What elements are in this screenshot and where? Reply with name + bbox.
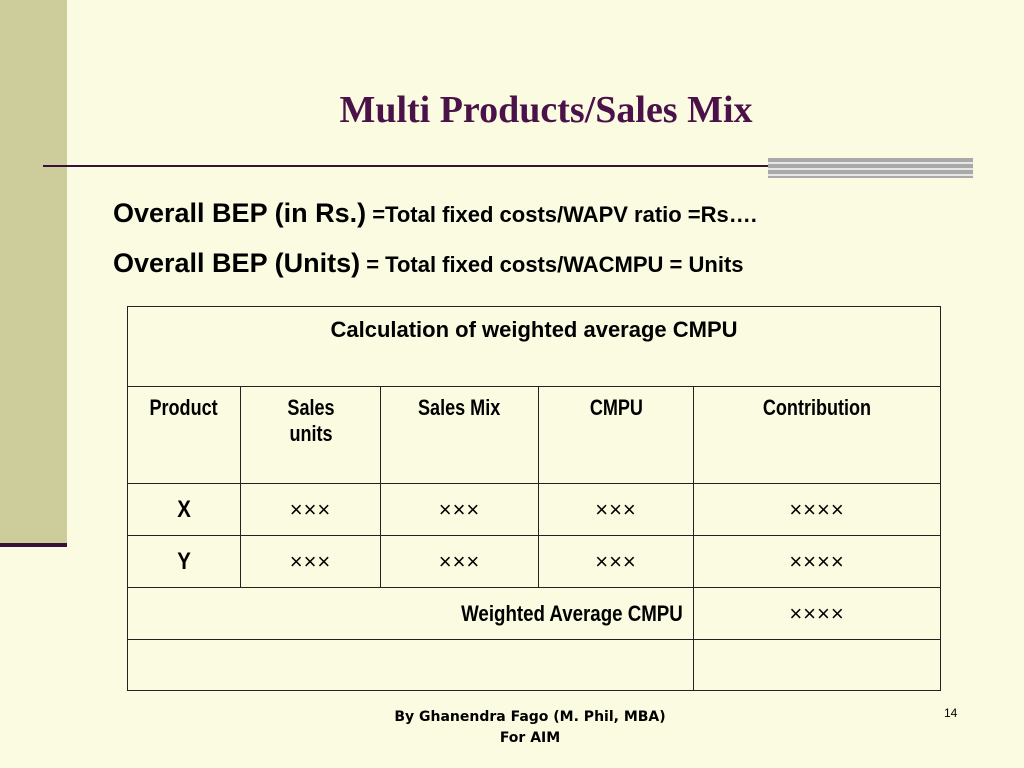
left-accent-rule: [0, 543, 67, 547]
header-contribution: Contribution: [692, 386, 942, 484]
empty-row: [127, 639, 942, 691]
empty-cell: [692, 639, 942, 691]
cell-sales-units: ×××: [240, 483, 381, 536]
cell-contribution: ××××: [692, 483, 942, 536]
bep-rupees-label: Overall BEP (in Rs.): [113, 198, 367, 228]
weighted-average-row: Weighted Average CMPU ××××: [127, 587, 942, 640]
bep-units-line: Overall BEP (Units) = Total fixed costs/…: [113, 248, 744, 279]
cmpu-table: Calculation of weighted average CMPU Pro…: [126, 306, 942, 691]
cell-product: X: [127, 483, 241, 536]
header-product: Product: [127, 386, 241, 484]
cell-sales-units: ×××: [240, 535, 381, 588]
title-divider: [43, 165, 973, 167]
footer-credit: By Ghanendra Fago (M. Phil, MBA) For AIM: [0, 707, 1024, 749]
header-sales-mix: Sales Mix: [380, 386, 539, 484]
cell-sales-mix: ×××: [380, 535, 539, 588]
footer-author: By Ghanendra Fago (M. Phil, MBA): [394, 709, 666, 725]
cell-sales-mix: ×××: [380, 483, 539, 536]
title-accent-bar: [768, 158, 973, 178]
cell-contribution: ××××: [692, 535, 942, 588]
left-accent-band: [0, 0, 67, 545]
header-cmpu: CMPU: [538, 386, 694, 484]
bep-rupees-formula: =Total fixed costs/WAPV ratio =Rs….: [366, 202, 757, 227]
table-caption: Calculation of weighted average CMPU: [126, 306, 942, 387]
page-number: 14: [944, 706, 958, 720]
header-sales-units: Sales units: [240, 386, 381, 484]
weighted-average-value: ××××: [692, 587, 942, 640]
cell-cmpu: ×××: [538, 535, 694, 588]
table-row: X ××× ××× ××× ××××: [127, 483, 942, 536]
empty-cell: [127, 639, 694, 691]
table-header-row: Product Sales units Sales Mix CMPU Contr…: [127, 386, 942, 484]
weighted-average-label: Weighted Average CMPU: [127, 587, 694, 640]
cell-cmpu: ×××: [538, 483, 694, 536]
slide-title: Multi Products/Sales Mix: [339, 89, 753, 131]
bep-rupees-line: Overall BEP (in Rs.) =Total fixed costs/…: [113, 198, 757, 229]
bep-units-formula: = Total fixed costs/WACMPU = Units: [360, 252, 744, 277]
footer-org: For AIM: [499, 730, 561, 746]
table-row: Y ××× ××× ××× ××××: [127, 535, 942, 588]
cell-product: Y: [127, 535, 241, 588]
bep-units-label: Overall BEP (Units): [113, 248, 361, 278]
